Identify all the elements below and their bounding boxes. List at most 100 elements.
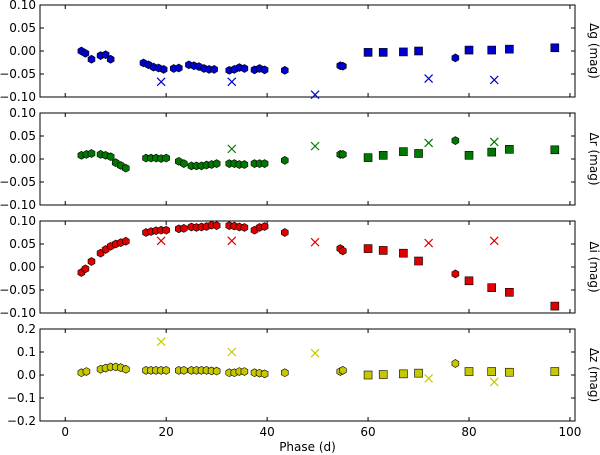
data-point-square [363, 153, 373, 162]
data-point-square [363, 244, 373, 253]
cross-stroke [227, 236, 237, 246]
y-tick-label: −0.10 [0, 306, 36, 320]
data-point-cross [156, 337, 166, 347]
y-tick-label: 0.10 [9, 106, 36, 120]
cross-stroke [156, 77, 166, 87]
x-tick-label: 0 [61, 425, 69, 439]
cross-stroke [424, 138, 434, 148]
y-tick-label: −0.05 [0, 283, 36, 297]
data-point-cross [227, 77, 237, 87]
cross-stroke [310, 90, 320, 100]
data-point-square [414, 368, 423, 378]
x-tick-label: 80 [461, 425, 476, 439]
data-point-square [378, 48, 388, 57]
data-point-hexagon [101, 50, 110, 60]
data-point-hexagon [87, 149, 96, 158]
cross-stroke [424, 238, 434, 248]
data-point-hexagon [339, 150, 347, 159]
data-point-square [464, 151, 474, 160]
cross-stroke [227, 347, 237, 357]
cross-stroke [310, 348, 320, 358]
y-tick-label: −0.2 [7, 414, 36, 428]
data-point-square [399, 248, 408, 258]
y-tick-label: 0.10 [9, 0, 36, 12]
y-axis-label: Δg (mag) [587, 23, 600, 79]
data-point-cross [489, 377, 499, 387]
data-point-hexagon [339, 246, 347, 256]
cross-stroke [156, 236, 166, 246]
data-point-cross [310, 141, 320, 151]
x-tick-label: 40 [259, 425, 274, 439]
cross-stroke [310, 141, 320, 151]
data-point-cross [489, 137, 499, 147]
data-point-hexagon [180, 159, 188, 168]
data-point-hexagon [162, 366, 170, 375]
x-tick-label: 100 [558, 425, 581, 439]
data-point-cross [227, 236, 237, 246]
x-tick-label: 60 [360, 425, 375, 439]
y-axis-label: Δr (mag) [587, 133, 600, 186]
data-point-square [414, 46, 423, 56]
y-tick-label: 0.2 [17, 322, 36, 336]
data-point-square [464, 45, 474, 55]
data-point-square [414, 149, 423, 158]
y-tick-label: 0.05 [9, 237, 36, 251]
cross-stroke [227, 144, 237, 154]
cross-stroke [227, 77, 237, 87]
data-point-hexagon [81, 264, 90, 274]
y-tick-label: 0.00 [9, 44, 36, 58]
data-point-hexagon [451, 53, 460, 63]
data-point-hexagon [81, 48, 90, 58]
data-point-square [464, 276, 474, 286]
data-point-hexagon [281, 65, 289, 75]
data-point-square [550, 43, 560, 53]
data-point-hexagon [180, 224, 188, 233]
data-point-hexagon [260, 369, 269, 379]
data-point-cross [310, 237, 320, 247]
data-point-hexagon [106, 54, 115, 64]
data-point-hexagon [87, 54, 96, 64]
y-tick-label: 0.00 [9, 152, 36, 166]
data-point-cross [227, 144, 237, 154]
data-point-hexagon [122, 364, 130, 374]
data-point-hexagon [451, 359, 460, 368]
data-point-hexagon [106, 152, 115, 162]
data-point-cross [424, 374, 434, 383]
data-point-hexagon [122, 236, 130, 246]
data-point-hexagon [281, 228, 289, 237]
data-point-hexagon [212, 366, 221, 376]
y-axis-label: Δz (mag) [587, 348, 600, 402]
y-tick-label: −0.05 [0, 175, 36, 189]
cross-stroke [156, 337, 166, 347]
panel-frame [39, 112, 576, 206]
data-point-hexagon [162, 225, 170, 235]
x-axis-label: Phase (d) [279, 440, 336, 454]
data-point-square [505, 145, 514, 154]
data-point-square [399, 147, 408, 156]
data-point-square [487, 367, 497, 376]
data-point-hexagon [175, 63, 183, 73]
data-point-hexagon [162, 153, 170, 163]
data-point-cross [424, 238, 434, 248]
panel-3: −0.2 −0.1 0.0 0.1 0.2 Δz (mag) [7, 322, 600, 428]
panel-1: −0.10 −0.05 0.00 0.05 0.10 Δr (mag) [0, 106, 600, 212]
data-point-square [399, 369, 408, 379]
data-point-square [487, 283, 497, 293]
data-point-cross [489, 75, 499, 85]
data-point-square [505, 287, 514, 297]
data-point-hexagon [240, 223, 249, 232]
cross-stroke [310, 237, 320, 247]
data-point-cross [156, 77, 166, 87]
data-point-square [464, 367, 474, 376]
data-point-hexagon [212, 221, 221, 230]
data-point-cross [424, 74, 434, 84]
x-tick-label: 20 [159, 425, 174, 439]
data-point-cross [310, 348, 320, 358]
data-point-square [378, 246, 388, 255]
cross-stroke [489, 75, 499, 85]
y-tick-label: 0.0 [17, 368, 36, 382]
data-point-square [378, 151, 388, 160]
data-point-hexagon [240, 160, 249, 169]
data-point-square [378, 370, 388, 379]
